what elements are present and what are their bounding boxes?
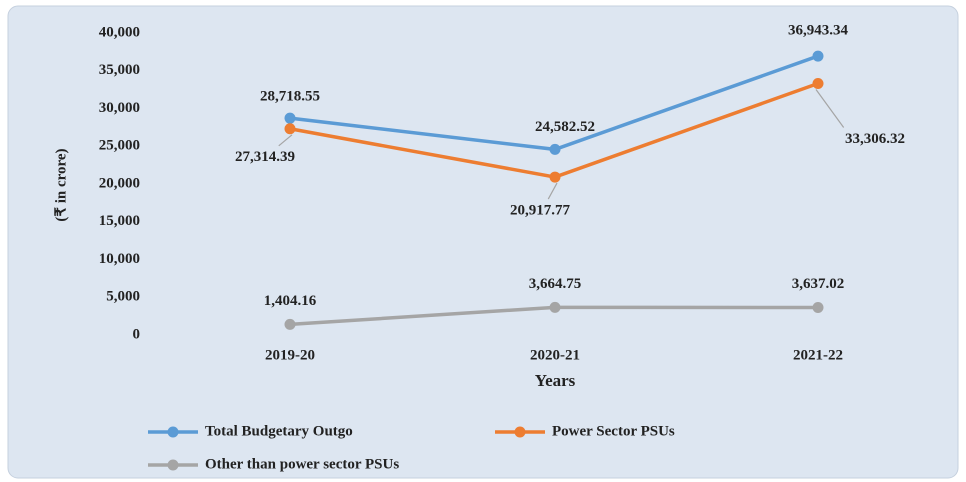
data-label: 24,582.52 — [535, 119, 595, 135]
x-axis-label: Years — [535, 371, 576, 390]
y-tick-label: 5,000 — [106, 289, 140, 305]
legend-label: Total Budgetary Outgo — [205, 423, 353, 439]
legend-label: Power Sector PSUs — [552, 423, 675, 439]
y-tick-label: 10,000 — [99, 251, 140, 267]
y-tick-label: 25,000 — [99, 138, 140, 154]
data-label: 20,917.77 — [510, 203, 571, 219]
data-point — [549, 301, 561, 313]
y-tick-label: 15,000 — [99, 213, 140, 229]
x-tick-label: 2021-22 — [793, 347, 843, 363]
y-tick-label: 40,000 — [99, 24, 140, 40]
x-tick-label: 2020-21 — [530, 347, 580, 363]
data-label: 1,404.16 — [264, 293, 317, 309]
legend-marker — [167, 459, 179, 471]
data-label: 3,664.75 — [529, 276, 582, 292]
chart-background — [7, 5, 959, 479]
data-point — [549, 171, 561, 183]
data-label: 33,306.32 — [845, 131, 905, 147]
y-tick-label: 0 — [133, 326, 141, 342]
data-label: 36,943.34 — [788, 23, 849, 39]
legend-marker — [514, 426, 526, 438]
data-point — [812, 50, 824, 62]
leader-line — [815, 89, 845, 128]
leader-line — [547, 182, 558, 200]
y-tick-label: 20,000 — [99, 175, 140, 191]
legend-marker — [167, 426, 179, 438]
data-point — [284, 123, 296, 135]
leader-line — [278, 134, 293, 147]
data-point — [812, 78, 824, 90]
data-point — [812, 302, 824, 314]
x-tick-label: 2019-20 — [265, 347, 315, 363]
data-label: 27,314.39 — [235, 149, 295, 165]
data-point — [549, 143, 561, 155]
data-point — [284, 112, 296, 124]
data-point — [284, 318, 296, 330]
data-label: 3,637.02 — [792, 276, 845, 292]
legend-label: Other than power sector PSUs — [205, 456, 399, 472]
y-tick-label: 30,000 — [99, 100, 140, 116]
y-axis-label: (₹ in crore) — [53, 148, 69, 221]
y-tick-label: 35,000 — [99, 62, 140, 78]
data-label: 28,718.55 — [260, 89, 320, 105]
